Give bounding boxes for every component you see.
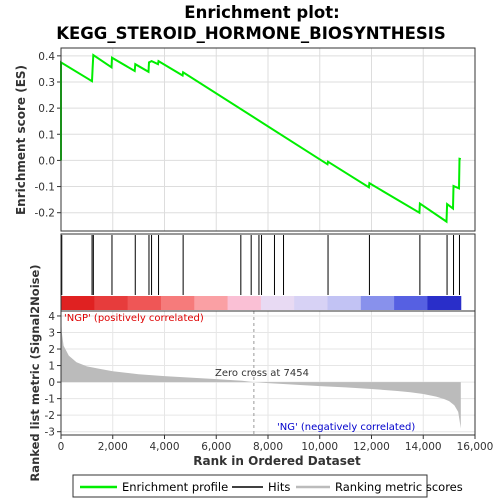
rank-color-segment — [61, 296, 95, 310]
metric-y-tick-label: -2 — [45, 410, 55, 422]
rank-color-segment — [394, 296, 428, 310]
es-y-tick-label: 0.3 — [38, 77, 55, 89]
ranked-metric-panel: -3 -2 -1 0 1 2 3 4 0 2,000 4,000 6,000 8,000 10,000 1… — [28, 264, 493, 481]
metric-y-tick-label: 2 — [48, 344, 55, 356]
metric-x-axis-label: Rank in Ordered Dataset — [193, 454, 361, 468]
rank-color-segment — [294, 296, 329, 310]
legend-label-enrichment: Enrichment profile — [122, 480, 228, 494]
es-y-axis-label: Enrichment score (ES) — [14, 65, 28, 215]
metric-y-axis-label: Ranked list metric (Signal2Noise) — [28, 264, 42, 481]
positive-correlation-label: 'NGP' (positively correlated) — [64, 313, 204, 324]
rank-color-segment — [427, 296, 462, 310]
metric-x-axis: 0 2,000 4,000 6,000 8,000 10,000 12,000 14,000 1… — [58, 435, 494, 453]
enrichment-profile-line — [60, 53, 462, 224]
es-y-tick-label: 0.4 — [38, 51, 55, 63]
legend: Enrichment profile Hits Ranking metric s… — [72, 474, 463, 498]
metric-frame — [60, 310, 476, 436]
zero-cross-label: Zero cross at 7454 — [215, 368, 309, 379]
metric-x-tick-label: 4,000 — [149, 441, 179, 453]
rank-color-segment — [327, 296, 362, 310]
metric-x-tick-label: 2,000 — [98, 441, 128, 453]
metric-x-tick-label: 6,000 — [201, 441, 231, 453]
rank-color-bar — [61, 296, 462, 310]
plot-title-line1: Enrichment plot: — [184, 3, 339, 22]
metric-x-tick-label: 8,000 — [253, 441, 283, 453]
metric-y-tick-label: -1 — [45, 394, 55, 406]
metric-x-tick-label: 14,000 — [405, 441, 442, 453]
enrichment-score-panel: -0.2 -0.1 0.0 0.1 0.2 0.3 0.4 Enrichment score… — [14, 47, 476, 232]
es-y-tick-label: -0.1 — [35, 182, 56, 194]
metric-x-tick-label: 10,000 — [301, 441, 338, 453]
rank-color-segment — [127, 296, 162, 310]
es-frame — [60, 47, 476, 232]
legend-label-metric: Ranking metric scores — [335, 480, 463, 494]
metric-y-tick-label: 0 — [48, 377, 55, 389]
negative-correlation-label: 'NG' (negatively correlated) — [277, 422, 415, 433]
metric-y-axis: -3 -2 -1 0 1 2 3 4 — [45, 311, 61, 439]
rank-color-segment — [260, 296, 295, 310]
legend-box — [72, 474, 428, 498]
es-y-tick-label: 0.0 — [38, 155, 55, 167]
metric-y-tick-label: -3 — [45, 427, 55, 439]
hits-panel — [60, 233, 476, 312]
rank-color-segment — [94, 296, 129, 310]
metric-y-tick-label: 1 — [48, 361, 55, 373]
es-y-tick-label: 0.1 — [38, 129, 55, 141]
es-y-axis: -0.2 -0.1 0.0 0.1 0.2 0.3 0.4 — [35, 51, 61, 220]
rank-color-segment — [194, 296, 229, 310]
plot-title-line2: KEGG_STEROID_HORMONE_BIOSYNTHESIS — [56, 24, 446, 43]
hit-lines — [61, 235, 460, 295]
metric-x-tick-label: 16,000 — [457, 441, 494, 453]
legend-label-hits: Hits — [268, 480, 290, 494]
metric-x-tick-label: 12,000 — [353, 441, 390, 453]
metric-y-tick-label: 4 — [48, 311, 55, 323]
es-y-tick-label: -0.2 — [35, 208, 56, 220]
metric-y-tick-label: 3 — [48, 327, 55, 339]
rank-color-segment — [160, 296, 195, 310]
rank-color-segment — [227, 296, 262, 310]
metric-x-tick-label: 0 — [58, 441, 65, 453]
es-y-tick-label: 0.2 — [38, 103, 55, 115]
rank-color-segment — [360, 296, 395, 310]
